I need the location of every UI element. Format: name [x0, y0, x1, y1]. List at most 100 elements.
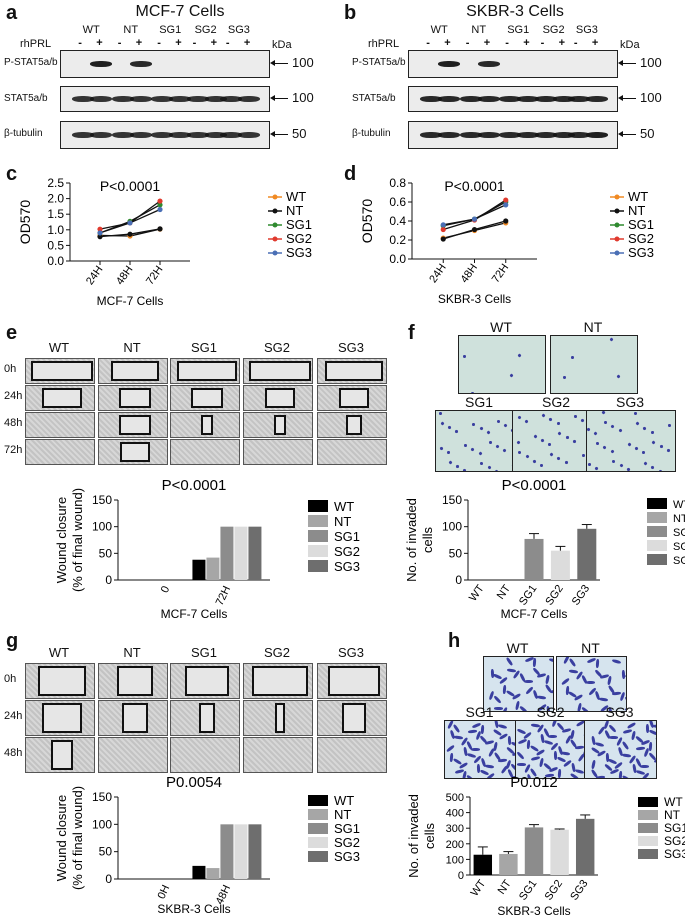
- x-axis-label: MCF-7 Cells: [97, 294, 164, 308]
- y-tick-label: 500: [446, 792, 464, 804]
- marker-arrow: [618, 60, 636, 66]
- legend-marker: [272, 208, 278, 214]
- invaded-cell: [516, 415, 522, 420]
- invaded-cell: [472, 423, 476, 427]
- invaded-cell: [607, 675, 613, 686]
- y-axis-label: No. of invaded: [406, 794, 421, 878]
- invaded-cell: [595, 659, 599, 669]
- invaded-cell: [496, 420, 500, 424]
- y-tick-label: 0.6: [389, 195, 406, 209]
- legend-label: SG2: [286, 231, 312, 246]
- wound-row-label: 0h: [4, 363, 17, 375]
- rhprl-sign: +: [591, 37, 599, 49]
- invaded-cell: [545, 674, 550, 684]
- invaded-cell: [557, 769, 562, 778]
- invaded-cell: [594, 668, 603, 678]
- chart-d-line: P<0.0001 0.0 0.2 0.4 0.6 0.8 24H 48H 72H OD570 SKB…: [359, 176, 654, 306]
- invasion-image: [444, 720, 517, 779]
- bar: [499, 853, 518, 875]
- wound-row-label: 0h: [4, 673, 17, 685]
- wound-image: [243, 412, 313, 438]
- y-axis-label: cells: [420, 527, 435, 554]
- blot-band: [169, 132, 192, 138]
- invaded-cell: [621, 669, 626, 679]
- data-point: [440, 222, 446, 228]
- wound-col-label: SG2: [263, 340, 290, 355]
- wound-image: [170, 700, 240, 736]
- x-tick-label: SG3: [568, 878, 590, 903]
- blot-group-label: SG3: [575, 24, 598, 36]
- blot-band: [72, 132, 95, 138]
- legend-swatch: [647, 512, 667, 523]
- legend-label: NT: [334, 807, 351, 822]
- y-tick-label: 0.2: [389, 233, 406, 247]
- invaded-cell: [564, 460, 568, 465]
- invaded-cell: [568, 669, 579, 675]
- y-axis-label: (% of final wound): [70, 786, 85, 890]
- invaded-cell: [618, 428, 623, 433]
- wound-image: [25, 737, 95, 773]
- invaded-cell: [479, 734, 489, 744]
- invaded-cell: [516, 353, 522, 358]
- wound-image: [25, 439, 95, 465]
- wound-image: [98, 439, 168, 465]
- invaded-cell: [568, 658, 576, 668]
- wound-gap: [265, 388, 295, 408]
- kda-marker: 100: [640, 55, 662, 70]
- marker-arrow: [270, 60, 288, 66]
- wound-gap: [325, 361, 383, 381]
- invaded-cell: [497, 724, 507, 730]
- invaded-cell: [634, 412, 638, 416]
- invaded-cell: [610, 424, 616, 429]
- wound-texture: [26, 413, 94, 437]
- blot-row-label: β-tubulin: [352, 128, 391, 139]
- wound-image: [170, 412, 240, 438]
- blot-band: [438, 96, 461, 102]
- invaded-cell: [598, 697, 609, 702]
- chart-title: P<0.0001: [100, 178, 161, 194]
- y-tick-label: 0: [105, 872, 112, 886]
- wound-image: [170, 737, 240, 773]
- invaded-cell: [645, 724, 649, 734]
- blot-row-label: STAT5a/b: [4, 93, 48, 104]
- invaded-cell: [553, 751, 558, 761]
- wound-image: [170, 439, 240, 465]
- wound-image: [317, 737, 387, 773]
- bar: [550, 550, 570, 580]
- bar: [473, 854, 493, 875]
- invasion-image: [550, 335, 638, 394]
- blot-band: [90, 61, 113, 67]
- invasion-image: [515, 720, 588, 779]
- blot-band: [420, 96, 443, 102]
- invaded-cell: [454, 429, 459, 434]
- blot-band: [129, 61, 152, 67]
- invaded-cell: [581, 454, 586, 458]
- invaded-cell: [621, 775, 631, 778]
- y-axis-label: Wound closure: [54, 497, 69, 583]
- legend-swatch: [308, 809, 328, 820]
- invaded-cell: [549, 452, 554, 457]
- legend-label: SG2: [664, 834, 685, 848]
- invaded-cell: [452, 757, 463, 766]
- bar: [550, 829, 569, 875]
- blot-row-label: P-STAT5a/b: [4, 57, 58, 68]
- panel-letter-e: e: [6, 322, 18, 344]
- wound-gap: [185, 666, 229, 696]
- invaded-cell: [608, 758, 618, 765]
- data-point: [157, 206, 163, 213]
- invaded-cell: [533, 433, 538, 439]
- legend-swatch: [308, 795, 328, 806]
- invaded-cell: [524, 419, 529, 424]
- data-point: [503, 218, 509, 224]
- wound-gap: [119, 415, 151, 435]
- wound-image: [243, 385, 313, 411]
- blot-band: [534, 96, 557, 102]
- invaded-cell: [616, 374, 622, 379]
- invaded-cell: [466, 740, 474, 751]
- blot-band: [517, 96, 540, 102]
- rhprl-sign: +: [558, 37, 566, 49]
- wound-image: [98, 358, 168, 384]
- wound-texture: [171, 738, 239, 772]
- data-point: [157, 202, 163, 208]
- wound-gap: [191, 388, 223, 408]
